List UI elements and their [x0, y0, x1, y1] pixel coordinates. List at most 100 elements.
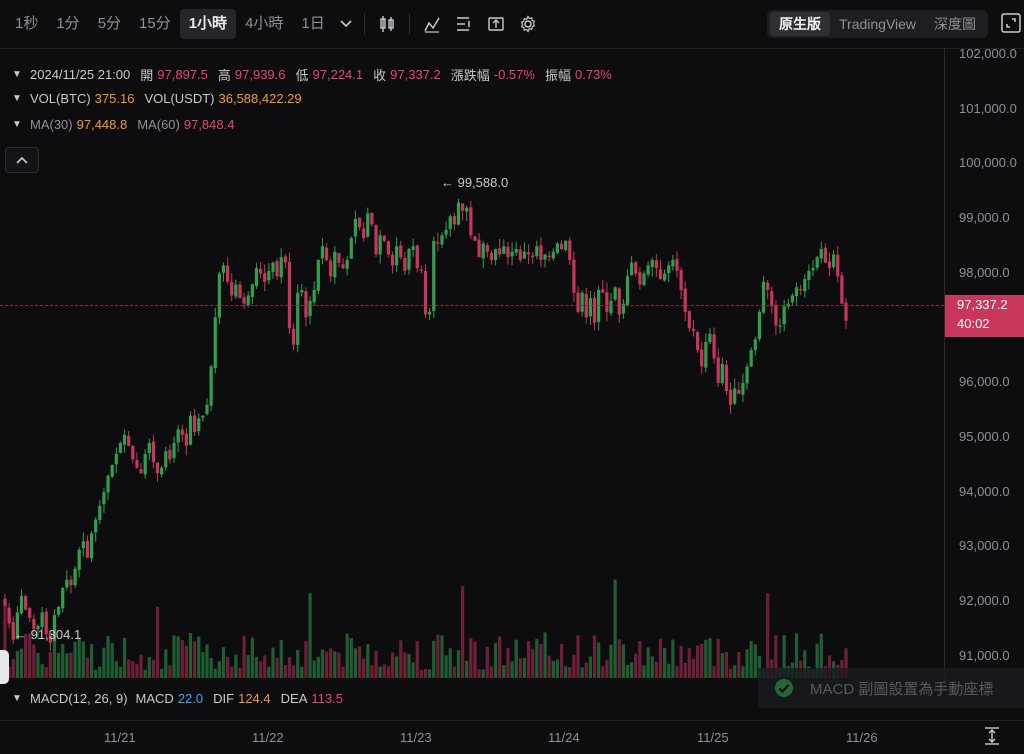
timeframe-1h[interactable]: 1小時	[179, 9, 237, 39]
candle-body	[230, 282, 234, 296]
candle-body	[15, 612, 19, 639]
volume-bar	[366, 644, 370, 678]
candle-body	[683, 288, 687, 312]
volume-bar	[663, 647, 667, 678]
candle-body	[415, 245, 419, 269]
candle-body	[836, 254, 840, 277]
candlestick-chart[interactable]	[0, 48, 944, 738]
chevron-down-icon[interactable]: ▼	[12, 693, 22, 704]
tab-depth-chart[interactable]: 深度圖	[934, 16, 977, 32]
ma30-value: 97,448.8	[76, 117, 128, 132]
candle-body	[440, 235, 444, 245]
view-tabs: 原生版 TradingView 深度圖	[767, 10, 989, 38]
volume-bar	[564, 666, 568, 678]
ma60-value: 97,848.4	[183, 117, 235, 132]
volume-bar	[312, 660, 316, 678]
volume-bar	[469, 638, 473, 678]
timeframe-1s[interactable]: 1秒	[15, 15, 39, 32]
volume-bar	[395, 656, 399, 678]
panel-drag-handle[interactable]	[0, 650, 9, 684]
volume-bar	[258, 661, 263, 678]
high-label: 高	[217, 68, 231, 83]
volume-bar	[613, 579, 617, 678]
volume-bar	[250, 637, 254, 678]
timeframe-1m[interactable]: 1分	[56, 15, 80, 32]
volume-bar	[32, 644, 36, 678]
screenshot-icon[interactable]	[480, 9, 512, 39]
candle-body	[283, 256, 287, 263]
candle-body	[114, 453, 118, 465]
volume-bar	[382, 664, 386, 678]
chevron-down-icon[interactable]: ▼	[12, 69, 22, 80]
candle-body	[316, 259, 320, 291]
candle-body	[362, 228, 366, 239]
candle-body	[609, 300, 613, 314]
timeframe-5m[interactable]: 5分	[97, 15, 122, 32]
price-tick-label: 98,000.0	[959, 264, 1010, 280]
chevron-down-icon[interactable]: ▼	[12, 119, 22, 130]
amplitude-label: 振幅	[544, 68, 571, 83]
volume-bar	[522, 658, 527, 678]
auto-scale-icon[interactable]	[983, 726, 1001, 746]
settings-gear-icon[interactable]	[512, 9, 544, 39]
volume-bar	[452, 666, 456, 678]
candle-body	[572, 259, 576, 293]
volume-bar	[362, 658, 366, 678]
candle-body	[386, 241, 390, 255]
volume-bar	[465, 660, 469, 678]
timeframe-dropdown-icon[interactable]	[334, 9, 358, 39]
candle-body	[77, 549, 81, 570]
volume-bar	[127, 659, 131, 678]
volume-bar	[143, 669, 147, 678]
volume-bar	[819, 633, 823, 678]
volume-bar	[691, 658, 696, 678]
collapse-legend-button[interactable]	[5, 147, 39, 173]
ma30-label: MA(30)	[30, 117, 73, 132]
volume-bar	[753, 644, 757, 678]
macd-label: MACD(12, 26, 9)	[30, 691, 128, 706]
timeframe-15m[interactable]: 15分	[139, 15, 171, 32]
candle-type-icon[interactable]	[371, 9, 403, 39]
tab-tradingview[interactable]: TradingView	[839, 16, 917, 32]
candle-body	[493, 249, 498, 260]
drawing-tools-icon[interactable]	[448, 9, 480, 39]
volume-bar	[329, 648, 333, 678]
candle-body	[419, 269, 423, 271]
candle-body	[28, 608, 32, 618]
volume-bar	[605, 659, 609, 678]
fullscreen-icon[interactable]	[1000, 12, 1022, 34]
volume-bar	[69, 652, 73, 678]
candle-body	[106, 475, 110, 493]
volume-bar	[568, 667, 572, 678]
candle-body	[815, 257, 819, 268]
volume-bar	[24, 634, 28, 678]
volume-bar	[428, 669, 432, 678]
candle-body	[819, 249, 823, 259]
timeframe-4h[interactable]: 4小時	[245, 15, 284, 32]
volume-bar	[485, 646, 489, 678]
chevron-down-icon[interactable]: ▼	[12, 93, 22, 104]
volume-bar	[139, 654, 143, 678]
volume-bar	[646, 647, 650, 678]
price-axis[interactable]	[944, 48, 1024, 688]
candle-body	[197, 418, 201, 432]
volume-bar	[502, 665, 506, 678]
volume-bar	[386, 666, 390, 678]
candle-body	[423, 271, 428, 315]
volume-bar	[415, 641, 419, 678]
candle-body	[333, 251, 337, 278]
candle-body	[642, 273, 646, 286]
candle-body	[807, 270, 811, 281]
volume-bar	[733, 665, 737, 678]
tab-native[interactable]: 原生版	[770, 12, 830, 36]
indicators-icon[interactable]	[416, 9, 448, 39]
timeframe-1d[interactable]: 1日	[301, 15, 325, 32]
volume-bar	[168, 665, 172, 678]
close-value: 97,337.2	[390, 67, 441, 82]
candle-body	[728, 389, 733, 405]
volume-bar	[296, 649, 300, 678]
volume-bar	[679, 645, 683, 678]
candle-body	[341, 264, 345, 269]
volume-bar	[671, 639, 675, 678]
candle-body	[234, 284, 238, 297]
